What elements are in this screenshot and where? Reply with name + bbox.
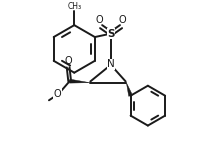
Text: CH₃: CH₃ bbox=[67, 2, 81, 11]
Text: O: O bbox=[119, 15, 126, 25]
Text: S: S bbox=[107, 29, 115, 39]
Polygon shape bbox=[70, 79, 90, 83]
Text: O: O bbox=[96, 15, 103, 25]
Text: O: O bbox=[64, 56, 72, 66]
Text: O: O bbox=[54, 89, 61, 99]
Text: N: N bbox=[107, 59, 115, 69]
Polygon shape bbox=[126, 83, 132, 96]
